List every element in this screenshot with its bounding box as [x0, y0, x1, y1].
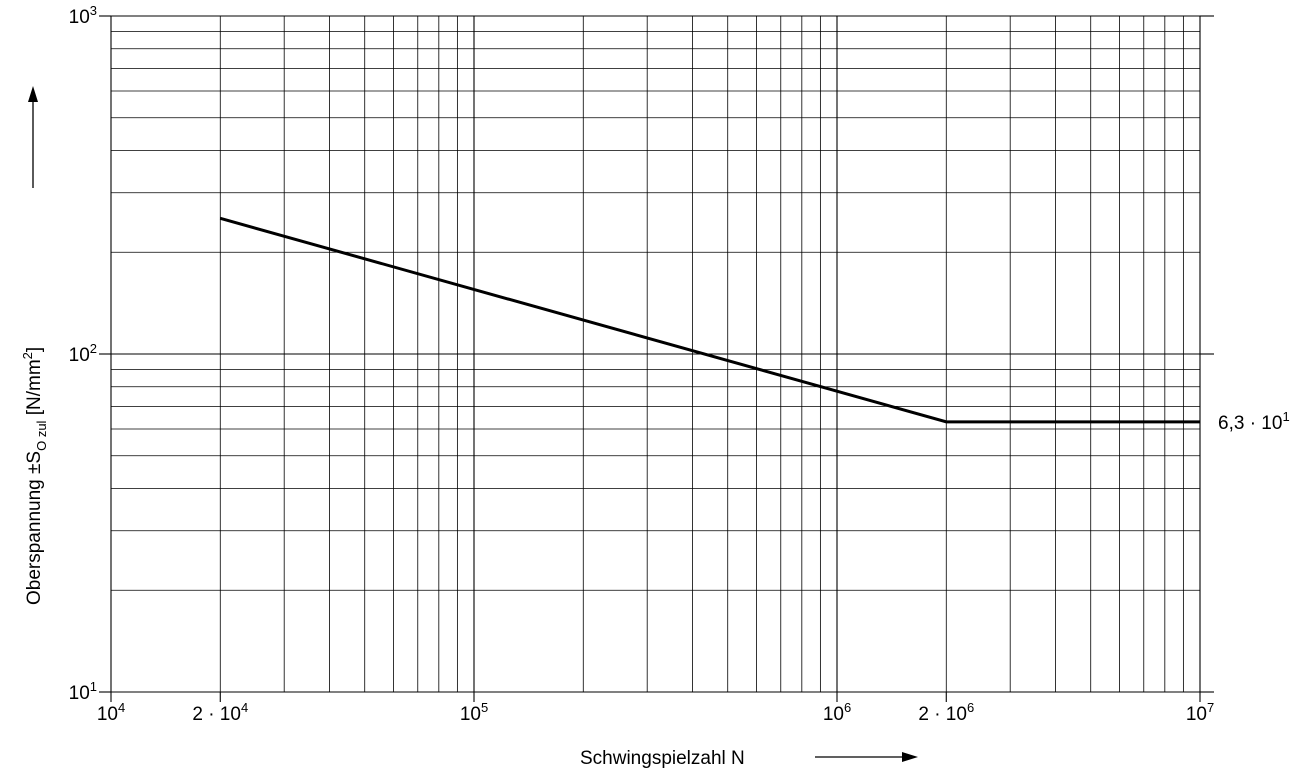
x-tick-label: 2 · 104	[192, 700, 248, 725]
y-tick-label: 101	[69, 679, 97, 704]
x-tick-label: 106	[823, 700, 851, 725]
x-tick-label-exponent: 4	[118, 700, 125, 715]
x-tick-label-exponent: 6	[844, 700, 851, 715]
y-axis-label-unit-close: ]	[24, 347, 45, 352]
y-tick-label-base: 10	[69, 7, 90, 28]
x-tick-label: 104	[97, 700, 125, 725]
x-tick-label-exponent: 5	[481, 700, 488, 715]
x-tick-label-base: 2 · 10	[918, 704, 967, 725]
x-tick-label-base: 10	[97, 704, 118, 725]
x-tick-label-base: 10	[1186, 704, 1207, 725]
y-axis-label-main: Oberspannung ±S	[24, 451, 45, 605]
x-tick-label-base: 10	[460, 704, 481, 725]
x-tick-label: 2 · 106	[918, 700, 974, 725]
annotation-exponent: 1	[1282, 409, 1289, 424]
x-tick-label: 107	[1186, 700, 1214, 725]
x-axis-label: Schwingspielzahl N	[580, 748, 745, 769]
y-tick-label-base: 10	[69, 683, 90, 704]
series-line	[219, 216, 1200, 424]
y-tick-label-exponent: 2	[90, 341, 97, 356]
x-axis-arrow	[815, 752, 918, 762]
x-tick-label: 105	[460, 700, 488, 725]
y-axis-label-unit-exponent: 2	[20, 352, 35, 359]
x-tick-label-base: 10	[823, 704, 844, 725]
y-tick-label-exponent: 1	[90, 679, 97, 694]
endurance-limit-annotation: 6,3 · 101	[1218, 409, 1290, 434]
y-axis-label-unit: [N/mm	[24, 359, 45, 420]
svg-text:Oberspannung ±SO zul [N/mm: Oberspannung ±SO zul [N/mm2]	[20, 347, 49, 605]
x-tick-label-exponent: 6	[967, 700, 974, 715]
grid	[110, 15, 1201, 693]
y-axis-label: Oberspannung ±SO zul [N/mm2]	[20, 347, 49, 605]
annotation-base: 6,3 · 10	[1218, 413, 1282, 434]
y-tick-label-exponent: 3	[90, 3, 97, 18]
y-axis-label-sub: O zul	[34, 420, 49, 450]
y-axis-arrow	[28, 86, 38, 188]
y-tick-label: 102	[69, 341, 97, 366]
series-layer	[219, 216, 1200, 424]
x-tick-label-exponent: 4	[241, 700, 248, 715]
tick-marks	[99, 15, 1214, 702]
y-tick-label-base: 10	[69, 345, 90, 366]
x-tick-label-exponent: 7	[1207, 700, 1214, 715]
x-tick-label-base: 2 · 10	[192, 704, 241, 725]
y-tick-label: 103	[69, 3, 97, 28]
